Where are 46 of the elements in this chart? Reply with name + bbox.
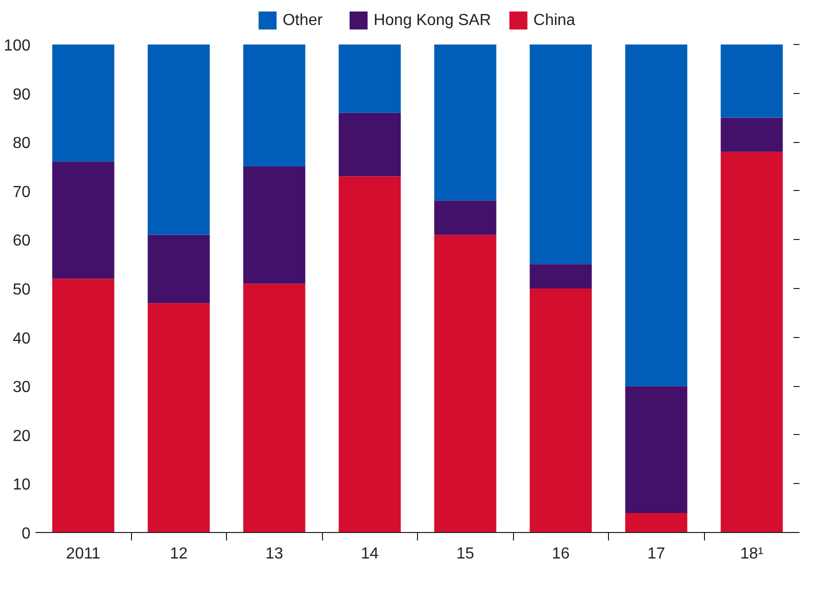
x-tick-label: 18¹ bbox=[740, 546, 764, 562]
bar bbox=[625, 386, 688, 513]
bar bbox=[530, 264, 592, 288]
bar bbox=[243, 44, 306, 166]
y-tick-label: 10 bbox=[12, 476, 31, 494]
legend-label: Hong Kong SAR bbox=[374, 12, 492, 29]
x-tick-label: 15 bbox=[456, 546, 474, 562]
bar bbox=[243, 284, 306, 532]
x-tick-label: 12 bbox=[170, 546, 188, 562]
bar bbox=[338, 176, 401, 532]
bar bbox=[338, 112, 401, 176]
x-tick-label: 13 bbox=[265, 546, 284, 562]
legend-label: China bbox=[533, 12, 576, 29]
bar bbox=[243, 166, 306, 284]
bar bbox=[52, 44, 114, 162]
y-tick-label: 60 bbox=[12, 232, 31, 250]
bar bbox=[148, 234, 210, 304]
bar bbox=[434, 200, 496, 235]
legend-label: Other bbox=[282, 12, 324, 29]
y-tick-label: 80 bbox=[12, 135, 31, 152]
bar bbox=[52, 278, 114, 532]
bar bbox=[625, 44, 688, 386]
y-tick-label: 50 bbox=[12, 282, 31, 298]
y-tick-label: 70 bbox=[12, 184, 31, 201]
bar bbox=[625, 512, 688, 532]
bar bbox=[148, 303, 210, 532]
bar bbox=[720, 118, 783, 152]
y-tick-label: 100 bbox=[4, 38, 31, 54]
bar bbox=[720, 44, 783, 118]
y-tick-label: 90 bbox=[12, 86, 31, 104]
bar bbox=[434, 234, 496, 532]
bar bbox=[530, 288, 592, 532]
bar bbox=[148, 44, 210, 235]
x-tick-label: 17 bbox=[647, 546, 666, 562]
bar bbox=[52, 162, 114, 279]
bar bbox=[434, 44, 496, 201]
x-tick-label: 14 bbox=[360, 546, 379, 562]
y-tick-label: 20 bbox=[12, 428, 31, 445]
y-tick-label: 40 bbox=[12, 330, 31, 348]
bar bbox=[338, 44, 401, 113]
y-tick-label: 30 bbox=[12, 379, 31, 396]
y-tick-label: 0 bbox=[22, 526, 31, 542]
bar bbox=[720, 152, 783, 532]
bar bbox=[530, 44, 592, 264]
x-tick-label: 2011 bbox=[66, 546, 101, 562]
x-tick-label: 16 bbox=[552, 546, 570, 562]
